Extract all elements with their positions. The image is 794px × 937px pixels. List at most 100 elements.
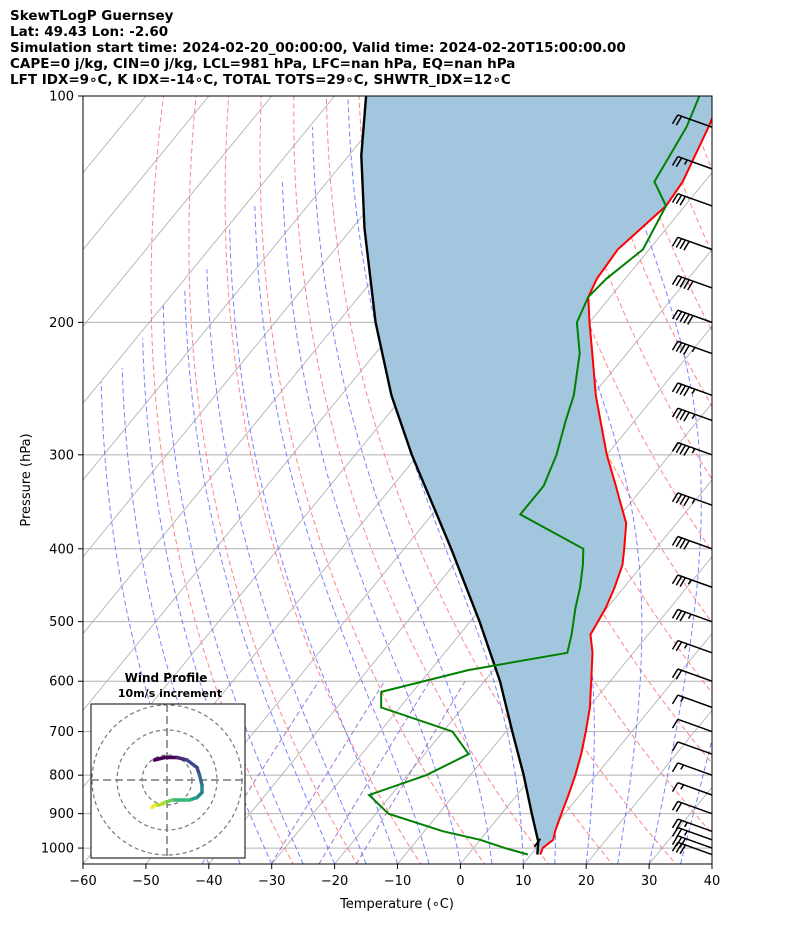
dewpoint-line (367, 96, 701, 856)
dry-adiabat (783, 96, 794, 873)
wind-barb (671, 694, 713, 709)
wind-barb (671, 608, 713, 623)
wind-barb (671, 492, 713, 507)
moist-adiabat (312, 127, 493, 864)
hodograph-inset: Wind Profile 10m/s increment (90, 671, 246, 859)
cin-shaded-area (361, 96, 712, 855)
dry-adiabat (325, 96, 613, 864)
parcel-profile-line (360, 96, 540, 855)
wind-barb (671, 309, 713, 325)
moist-adiabat (281, 181, 461, 864)
dry-adiabat (224, 96, 422, 864)
moist-adiabat (229, 228, 398, 864)
wind-barb (671, 274, 713, 291)
dry-adiabat (150, 96, 294, 864)
y-tick-label: 500 (49, 615, 74, 630)
x-tick-label: 10 (515, 874, 532, 889)
x-tick-label: 20 (578, 874, 595, 889)
x-tick-label: −60 (69, 874, 96, 889)
x-tick-label: 40 (704, 874, 721, 889)
y-tick-label: 600 (49, 675, 74, 690)
chart-header: SkewTLogP Guernsey Lat: 49.43 Lon: -2.60… (10, 8, 626, 88)
isotherm (83, 96, 210, 251)
y-tick-label: 900 (49, 807, 74, 822)
cape-shading (361, 96, 712, 855)
wind-barb (671, 441, 713, 456)
x-axis-label: Temperature (∘C) (339, 897, 454, 912)
y-tick-label: 300 (49, 448, 74, 463)
y-tick-label: 100 (49, 90, 74, 105)
x-tick-label: −50 (132, 874, 159, 889)
dry-adiabat (259, 96, 486, 864)
moist-adiabat (142, 338, 273, 864)
dry-adiabat (651, 96, 712, 254)
x-tick-label: −40 (195, 874, 222, 889)
mixing-ratio-line (318, 680, 431, 864)
dry-adiabat (684, 96, 712, 172)
wind-barb (671, 192, 713, 207)
isotherm (762, 62, 794, 880)
isotherm (522, 632, 712, 864)
moist-adiabat (206, 269, 367, 864)
y-tick-label: 700 (49, 725, 74, 740)
isotherm (585, 709, 712, 864)
dry-adiabat (553, 96, 712, 481)
location-line: Lat: 49.43 Lon: -2.60 (10, 24, 169, 40)
isotherm (83, 96, 273, 328)
wind-barb (671, 574, 713, 588)
y-tick-label: 800 (49, 769, 74, 784)
hodograph-subtitle: 10m/s increment (118, 687, 222, 700)
wind-barb (671, 114, 713, 128)
moist-adiabat (711, 862, 712, 864)
wind-barb (671, 639, 713, 654)
isotherm (711, 863, 712, 864)
index-line: LFT IDX=9∘C, K IDX=-14∘C, TOTAL TOTS=29∘… (10, 72, 511, 88)
dry-adiabat (750, 96, 794, 873)
y-axis-label: Pressure (hPa) (19, 433, 34, 526)
wind-barb (671, 236, 713, 251)
x-tick-label: 0 (456, 874, 464, 889)
hodograph-title: Wind Profile (125, 671, 208, 685)
y-tick-label: 200 (49, 316, 74, 331)
moist-adiabat (254, 205, 430, 864)
x-tick-label: −30 (258, 874, 285, 889)
moist-adiabat (184, 287, 336, 864)
temperature-line (539, 116, 712, 855)
mixing-ratio-line (270, 680, 386, 864)
dry-adiabat (293, 96, 549, 864)
x-tick-label: −20 (321, 874, 348, 889)
isotherm (334, 402, 712, 864)
isotherm (83, 96, 399, 481)
wind-barb (671, 741, 713, 755)
lcl-marker (533, 838, 542, 848)
x-tick-label: −10 (384, 874, 411, 889)
dry-adiabat (188, 96, 358, 864)
moist-adiabat (162, 305, 304, 864)
profile-lines (360, 96, 712, 856)
wind-barb (671, 407, 713, 422)
stability-line: CAPE=0 j/kg, CIN=0 j/kg, LCL=981 hPa, LF… (10, 56, 516, 72)
wind-barb (671, 826, 713, 841)
isotherm (396, 479, 712, 864)
wind-barb (671, 841, 713, 856)
moist-adiabat (605, 96, 702, 864)
isotherm (83, 96, 336, 404)
x-tick-label: 30 (641, 874, 658, 889)
mixing-ratio-line (355, 680, 466, 864)
dry-adiabat (717, 96, 794, 873)
wind-barb (671, 781, 713, 796)
wind-barb (671, 835, 713, 849)
y-tick-label: 400 (49, 542, 74, 557)
wind-barb (671, 155, 713, 170)
wind-barb (671, 340, 713, 355)
wind-barb (671, 718, 713, 733)
wind-barb (671, 535, 713, 550)
wind-barb (671, 818, 713, 833)
hodograph-trace (150, 803, 157, 810)
pressure-axis: 1000 900 800 700 600 500 400 300 200 100 (41, 90, 83, 857)
wind-barb (671, 382, 713, 397)
time-line: Simulation start time: 2024-02-20_00:00:… (10, 40, 626, 56)
wind-barb (671, 762, 713, 776)
y-tick-label: 1000 (41, 842, 74, 857)
